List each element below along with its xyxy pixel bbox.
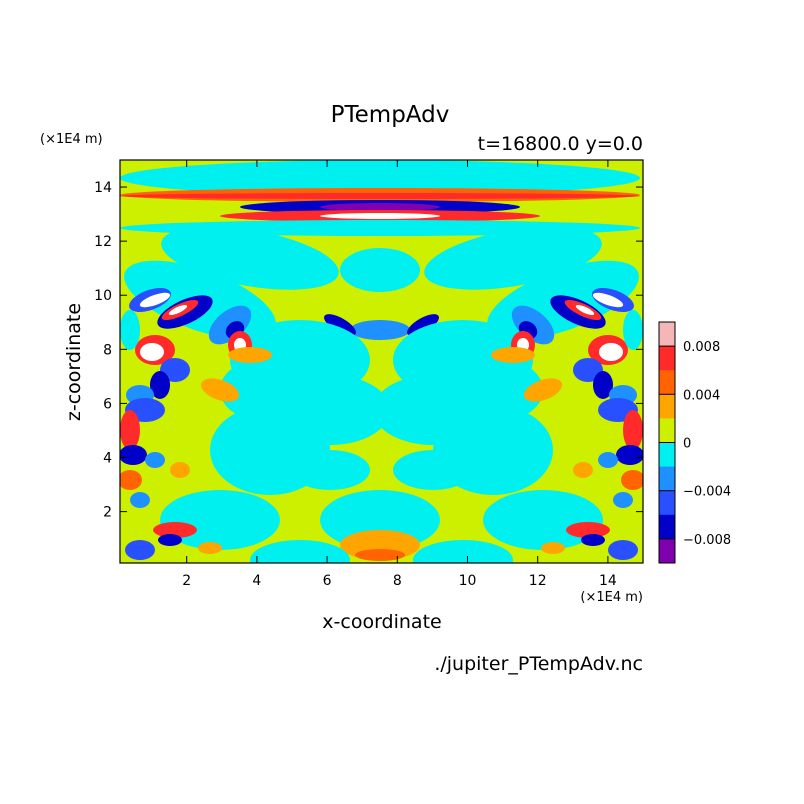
colorbar-label: −0.004 (683, 485, 731, 500)
x-tick-label: 2 (182, 573, 191, 589)
y-tick-label: 4 (103, 451, 112, 467)
x-tick-label: 12 (529, 573, 547, 589)
y-tick-label: 14 (94, 180, 112, 196)
contour-blob (120, 193, 640, 199)
colorbar-swatch (659, 514, 675, 540)
chart-title: PTempAdv (331, 102, 450, 128)
y-axis-label: z-coordinate (63, 303, 85, 421)
contour-blob (120, 160, 640, 196)
x-unit-label: (×1E4 m) (580, 590, 643, 605)
contour-blob (168, 304, 188, 316)
contour-blob (598, 452, 618, 468)
chart-subtitle: t=16800.0 y=0.0 (478, 133, 643, 155)
contour-blob (407, 314, 439, 336)
contour-blob (581, 534, 605, 546)
y-axis: 2 4 6 8 10 12 14 (94, 180, 643, 521)
contour-blob (220, 360, 300, 420)
contour-blob (200, 378, 240, 402)
plot-area (120, 160, 643, 563)
y-tick-label: 6 (103, 396, 112, 412)
contour-blob (623, 310, 643, 350)
colorbar-swatch (659, 394, 675, 419)
contour-blob (250, 540, 350, 563)
contour-field (120, 160, 643, 563)
contour-blob (575, 304, 595, 316)
colorbar-label: 0.008 (683, 340, 720, 355)
contour-blob (120, 470, 142, 490)
colorbar-swatch (659, 322, 675, 347)
y-tick-label: 12 (94, 234, 112, 250)
contour-blob (523, 378, 563, 402)
contour-blob (120, 310, 140, 350)
contour-blob (150, 371, 170, 399)
contour-blob (320, 203, 440, 211)
contour-blob (324, 314, 356, 336)
colorbar-swatch (659, 346, 675, 371)
contour-blob (393, 450, 473, 490)
x-axis: 2 4 6 8 10 12 14 (182, 160, 617, 589)
contour-blob (592, 292, 624, 308)
contour-blob (198, 542, 222, 554)
contour-blob (125, 540, 155, 560)
contour-blob (228, 347, 272, 363)
y-tick-label: 2 (103, 505, 112, 521)
x-tick-label: 6 (323, 573, 332, 589)
colorbar: 0.008 0.004 0 −0.004 −0.008 (658, 321, 731, 564)
y-tick-label: 8 (103, 342, 112, 358)
colorbar-swatch (659, 370, 675, 395)
x-tick-label: 14 (599, 573, 617, 589)
contour-blob (350, 320, 410, 340)
colorbar-swatch (659, 442, 675, 468)
contour-blob (616, 445, 643, 465)
contour-blob (623, 410, 643, 450)
contour-blob (599, 343, 623, 361)
contour-blob (320, 490, 440, 550)
contour-blob (290, 450, 370, 490)
colorbar-swatch (659, 538, 675, 564)
contour-blob (621, 470, 643, 490)
contour-blob (593, 371, 613, 399)
contour-blob (463, 360, 543, 420)
colorbar-swatch (659, 466, 675, 492)
contour-blob (320, 213, 440, 219)
contour-blob (170, 462, 190, 478)
plot-frame (119, 159, 644, 564)
contour-blob (120, 445, 147, 465)
contour-blob (613, 492, 633, 508)
contour-blob (573, 462, 593, 478)
contour-blob (145, 452, 165, 468)
contour-blob (120, 410, 140, 450)
contour-blob (566, 522, 610, 538)
contour-blob (355, 549, 405, 561)
colorbar-swatch (659, 490, 675, 516)
contour-blob (153, 522, 197, 538)
contour-blob (340, 248, 420, 292)
contour-blob (130, 492, 150, 508)
colorbar-swatch (659, 418, 675, 443)
z-unit-label: (×1E4 m) (40, 132, 103, 147)
colorbar-label: 0 (683, 437, 691, 452)
x-axis-label: x-coordinate (322, 611, 441, 633)
contour-blob (139, 292, 171, 308)
contour-blob (158, 534, 182, 546)
contour-blob (491, 347, 535, 363)
x-tick-label: 10 (459, 573, 477, 589)
colorbar-label: 0.004 (683, 388, 720, 403)
contour-blob (608, 540, 638, 560)
contour-blob (413, 540, 513, 563)
contour-blob (541, 542, 565, 554)
contour-blob (140, 343, 164, 361)
file-name: ./jupiter_PTempAdv.nc (434, 653, 643, 675)
colorbar-label: −0.008 (683, 533, 731, 548)
x-tick-label: 4 (252, 573, 261, 589)
x-tick-label: 8 (393, 573, 402, 589)
y-tick-label: 10 (94, 288, 112, 304)
